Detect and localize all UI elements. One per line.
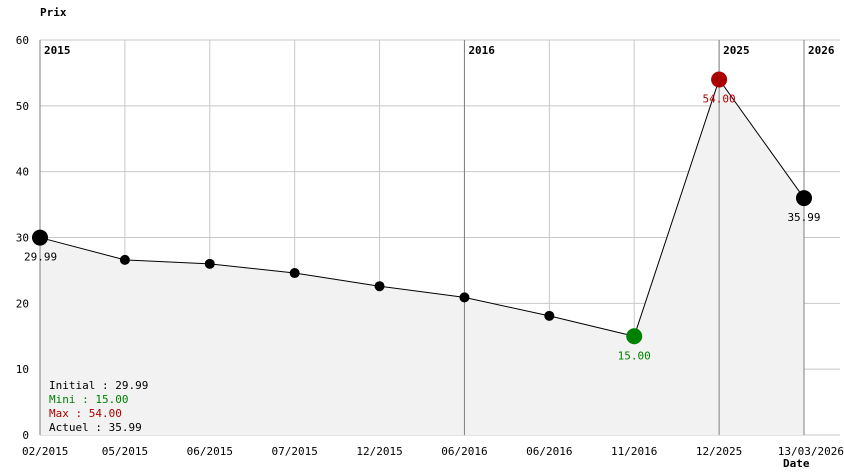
x-tick-label: 06/2016 (441, 445, 487, 458)
highlight-point (796, 190, 812, 207)
y-tick-label: 20 (16, 297, 29, 310)
year-marker-label: 2015 (44, 44, 71, 57)
data-label: 54.00 (703, 93, 736, 106)
highlight-point (626, 328, 643, 345)
x-ticks: 02/2015 05/2015 06/2015 07/2015 12/2015 06/20… (22, 445, 844, 458)
x-tick-label: 02/2015 (22, 445, 68, 458)
data-label: 29.99 (24, 251, 57, 264)
y-tick-label: 30 (16, 232, 29, 245)
x-axis-label: Date (783, 457, 810, 470)
y-tick-label: 40 (16, 166, 29, 179)
x-tick-label: 11/2016 (611, 445, 657, 458)
series-polyline (39, 78, 805, 337)
y-axis-label: Prix (40, 6, 67, 19)
y-tick-label: 10 (16, 363, 29, 376)
x-tick-label: 05/2015 (102, 445, 148, 458)
x-tick-label: 12/2025 (696, 445, 742, 458)
data-point (204, 258, 215, 269)
summary-line: Mini : 15.00 (49, 393, 128, 406)
y-tick-label: 60 (16, 34, 29, 47)
data-point (374, 281, 385, 292)
data-label: 15.00 (618, 349, 651, 362)
y-tick-label: 0 (22, 429, 29, 442)
y-ticks: 0 10 20 30 40 50 60 (16, 34, 29, 442)
summary-line: Initial : 29.99 (49, 379, 148, 392)
year-marker-label: 2025 (723, 44, 750, 57)
data-point (289, 268, 300, 279)
series-line (39, 78, 805, 337)
data-label: 35.99 (787, 211, 820, 224)
data-points (32, 71, 812, 345)
area-path (40, 79, 804, 435)
x-tick-label: 12/2015 (356, 445, 402, 458)
data-point (459, 292, 470, 303)
data-point (119, 254, 130, 265)
x-tick-label: 06/2016 (526, 445, 572, 458)
y-tick-label: 50 (16, 100, 29, 113)
x-tick-label: 07/2015 (271, 445, 317, 458)
summary-line: Actuel : 35.99 (49, 421, 142, 434)
summary-line: Max : 54.00 (49, 407, 122, 420)
x-tick-label: 06/2015 (187, 445, 233, 458)
highlight-point (711, 71, 728, 88)
area-fill (40, 79, 804, 435)
data-labels: 29.99 15.00 54.00 35.99 (24, 93, 821, 363)
year-marker-label: 2016 (468, 44, 495, 57)
year-marker-label: 2026 (808, 44, 835, 57)
x-tick-label: 13/03/2026 (778, 445, 844, 458)
data-point (544, 310, 555, 321)
highlight-point (32, 229, 48, 246)
